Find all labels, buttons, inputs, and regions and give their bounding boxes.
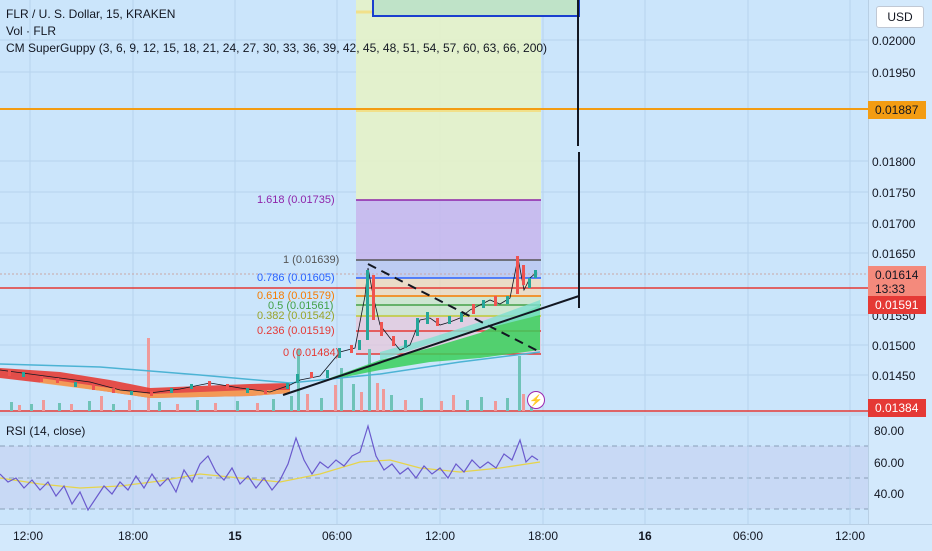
rsi-axis-label: 80.00 xyxy=(874,424,905,438)
last-price-tag[interactable]: 0.01614 13:33 xyxy=(868,266,926,296)
lightning-icon[interactable]: ⚡ xyxy=(527,391,545,409)
candlesticks xyxy=(0,256,538,396)
orange-level-tag[interactable]: 0.01887 xyxy=(868,101,926,119)
volume-bars xyxy=(10,338,533,411)
currency-button[interactable]: USD xyxy=(876,6,924,28)
time-label: 18:00 xyxy=(117,529,149,543)
price-label: 0.01650 xyxy=(872,247,916,261)
price-label: 0.01750 xyxy=(872,186,916,200)
ascending-trendline[interactable] xyxy=(282,295,580,396)
fib-label-382: 0.382 (0.01542) xyxy=(257,310,335,322)
fib-label-618: 0.618 (0.01579) xyxy=(257,290,335,302)
guppy-ribbon-bearish xyxy=(0,368,290,398)
bottom-level-tag[interactable]: 0.01384 xyxy=(868,399,926,417)
price-label: 0.01500 xyxy=(872,339,916,353)
rsi-legend[interactable]: RSI (14, close) xyxy=(6,424,86,438)
time-label-day: 15 xyxy=(228,529,242,543)
fib-label-236: 0.236 (0.01519) xyxy=(257,325,335,337)
time-axis[interactable] xyxy=(0,524,932,551)
fib-extension-zone xyxy=(356,0,541,200)
bar-countdown: 13:33 xyxy=(875,282,906,296)
indicator-legend[interactable]: CM SuperGuppy (3, 6, 9, 12, 15, 18, 21, … xyxy=(6,41,548,55)
chart-canvas[interactable] xyxy=(0,0,868,412)
fib-label-1: 1 (0.01639) xyxy=(283,254,340,266)
fib-label-5: 0.5 (0.01561) xyxy=(268,300,334,312)
price-label: 0.01700 xyxy=(872,217,916,231)
volume-legend[interactable]: Vol · FLR xyxy=(6,24,57,38)
fib-label-1618: 1.618 (0.01735) xyxy=(257,194,335,206)
time-label: 12:00 xyxy=(12,529,44,543)
fib-label-0: 0 (0.01484) xyxy=(283,347,340,359)
price-axis[interactable] xyxy=(868,0,932,524)
descending-trendline[interactable] xyxy=(367,263,541,353)
time-label: 18:00 xyxy=(527,529,559,543)
time-label-day: 16 xyxy=(638,529,652,543)
last-price-value: 0.01614 xyxy=(875,268,919,282)
price-label: 0.01950 xyxy=(872,66,916,80)
time-label: 12:00 xyxy=(424,529,456,543)
rsi-pane[interactable] xyxy=(0,416,868,524)
fib-786-zone xyxy=(356,260,541,278)
pane-separator[interactable] xyxy=(0,412,932,416)
time-label: 12:00 xyxy=(834,529,866,543)
fib-label-786: 0.786 (0.01605) xyxy=(257,272,335,284)
price-label: 0.01450 xyxy=(872,369,916,383)
guppy-200-line xyxy=(0,351,541,384)
main-chart-pane[interactable]: 1.618 (0.01735) 1 (0.01639) 0.786 (0.016… xyxy=(0,0,868,412)
rsi-axis-label: 60.00 xyxy=(874,456,905,470)
rsi-canvas xyxy=(0,416,868,524)
price-label: 0.01800 xyxy=(872,155,916,169)
rsi-axis-label: 40.00 xyxy=(874,487,905,501)
symbol-title[interactable]: FLR / U. S. Dollar, 15, KRAKEN xyxy=(6,7,176,21)
red-level-tag[interactable]: 0.01591 xyxy=(868,296,926,314)
chart-legend: FLR / U. S. Dollar, 15, KRAKEN Vol · FLR… xyxy=(6,6,547,57)
time-label: 06:00 xyxy=(732,529,764,543)
fib-1618-zone xyxy=(356,200,541,260)
time-label: 06:00 xyxy=(321,529,353,543)
price-label: 0.02000 xyxy=(872,34,916,48)
